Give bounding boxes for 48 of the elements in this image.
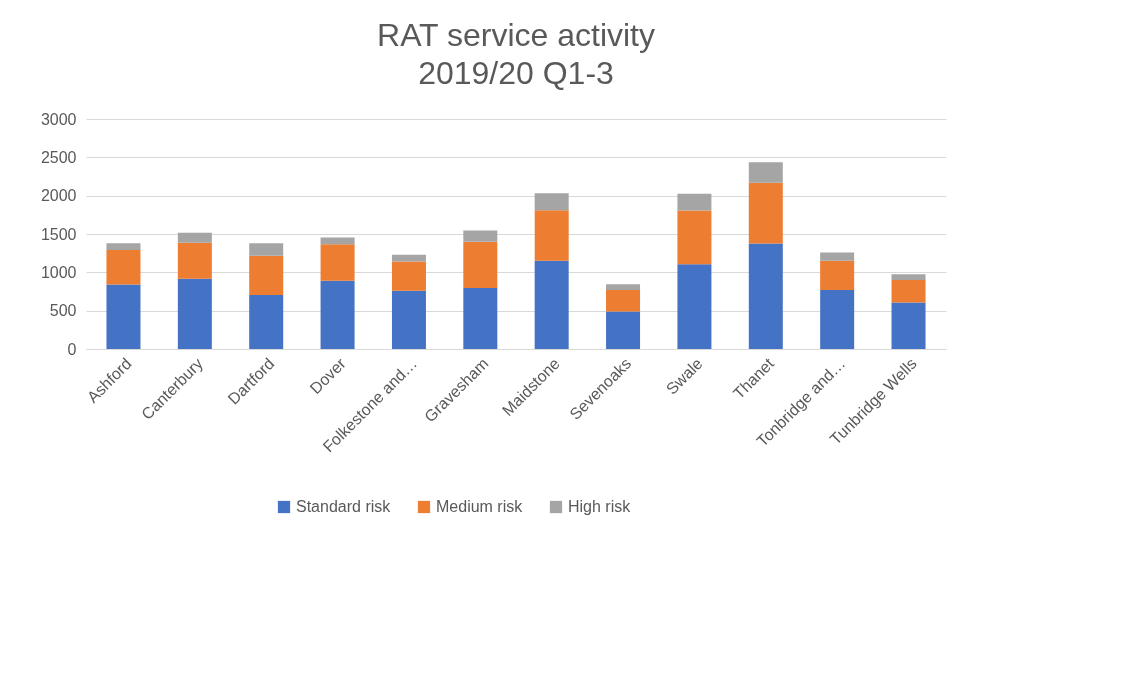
bar [748,182,783,244]
bar [463,241,498,289]
y-tick-label: 1000 [40,263,77,281]
bar [391,254,426,262]
bar [606,311,641,349]
y-tick-label: 1500 [40,225,77,243]
bar [106,250,141,285]
bar [463,230,498,242]
bar [820,289,855,349]
bar [391,261,426,291]
chart-subtitle: 2019/20 Q1-3 [418,55,614,91]
bar [820,260,855,290]
bar [177,232,212,243]
bar [249,255,284,295]
bar [534,193,569,211]
bar [677,193,712,211]
y-tick-label: 0 [67,340,77,358]
bar [463,288,498,349]
bar [534,210,569,261]
bar [177,278,212,349]
legend-label: High risk [568,498,632,515]
bar [677,210,712,265]
bar [320,237,355,245]
bar [391,290,426,349]
bar [606,284,641,290]
bar [677,264,712,349]
bar [534,260,569,349]
bar [249,294,284,349]
bar [320,244,355,281]
bar [177,242,212,279]
bar [106,284,141,349]
bar [606,289,641,312]
bar [748,162,783,183]
y-tick-label: 2000 [40,187,77,205]
bar [891,274,926,280]
bar [106,243,141,251]
bar [891,280,926,303]
y-tick-label: 500 [49,302,77,320]
y-tick-label: 3000 [40,110,77,128]
bar [820,252,855,261]
bar [249,243,284,256]
bar [320,280,355,349]
bar [891,302,926,349]
legend-label: Medium risk [436,498,524,515]
chart-title: RAT service activity [377,17,655,53]
y-tick-label: 2500 [40,148,77,166]
legend-label: Standard risk [296,498,392,515]
bar [748,243,783,349]
